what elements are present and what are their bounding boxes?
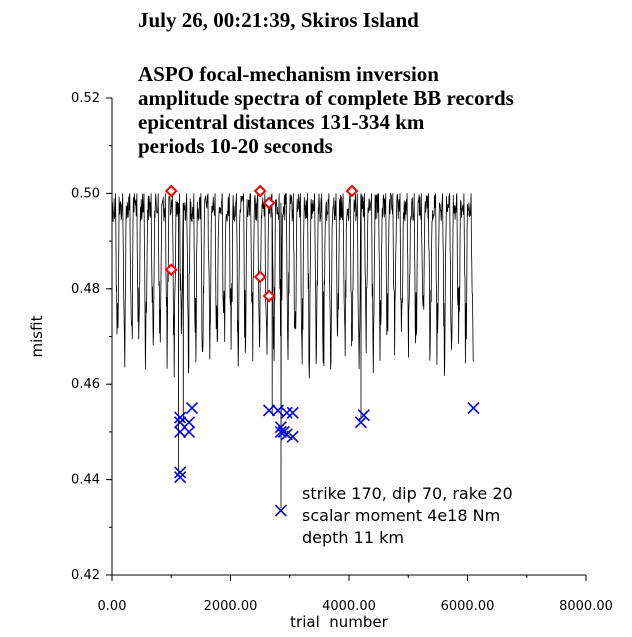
cross-point [357,409,370,422]
y-tick-label: 0.42 [71,568,100,583]
diamond-point [262,196,276,210]
subtitle-line-2: amplitude spectra of complete BB records [138,86,514,110]
tick-labels: 0.42 0.44 0.46 0.48 0.50 0.52 0.00 2000.00 4000.… [28,91,613,631]
axes [106,97,587,581]
subtitle-line-4: periods 10-20 seconds [138,134,333,158]
cross-point [354,416,367,429]
cross-point [182,416,196,429]
diamond-point [253,270,267,284]
cross-point [262,404,276,417]
cross-point [182,425,196,438]
cross-point [280,406,293,419]
subtitle-line-1: ASPO focal-mechanism inversion [138,62,439,86]
mechanism-annotation: strike 170, dip 70, rake 20 scalar momen… [302,483,513,549]
diamond-point [164,263,178,277]
cross-point [286,430,299,443]
y-tick-label: 0.48 [71,282,100,297]
cross-point [174,466,187,479]
cross-point [286,406,299,419]
cross-point [174,471,187,484]
cross-point [174,411,187,424]
x-tick-label: 4000.00 [322,599,376,614]
cross-point [467,401,480,415]
annotation-line-2: scalar moment 4e18 Nm [302,506,501,525]
diamond-point [164,184,178,198]
x-axis-title: trial number [290,613,388,631]
cross-point [274,504,287,517]
diamond-markers [164,184,359,303]
cross-point [174,425,187,438]
subtitle-line-3: epicentral distances 131-334 km [138,110,425,134]
cross-markers [174,401,480,517]
cross-point [271,404,284,417]
x-tick-label: 6000.00 [441,599,495,614]
diamond-point [253,184,267,198]
cross-point [174,416,187,429]
annotation-line-1: strike 170, dip 70, rake 20 [302,484,513,503]
x-tick-label: 2000.00 [204,599,258,614]
diamond-point [345,184,359,198]
y-tick-label: 0.44 [71,473,100,488]
y-tick-label: 0.50 [71,186,100,201]
chart-title: July 26, 00:21:39, Skiros Island [138,8,419,32]
y-tick-label: 0.52 [71,91,100,106]
misfit-line [111,192,474,509]
chart-subtitle-block: ASPO focal-mechanism inversion amplitude… [138,62,514,158]
cross-point [185,401,199,415]
x-tick-label: 8000.00 [559,599,613,614]
misfit-trace [111,192,474,509]
y-axis-title: misfit [28,315,46,357]
x-tick-label: 0.00 [98,599,127,614]
y-tick-label: 0.46 [71,377,100,392]
annotation-line-3: depth 11 km [302,528,404,547]
diamond-point [262,289,276,303]
